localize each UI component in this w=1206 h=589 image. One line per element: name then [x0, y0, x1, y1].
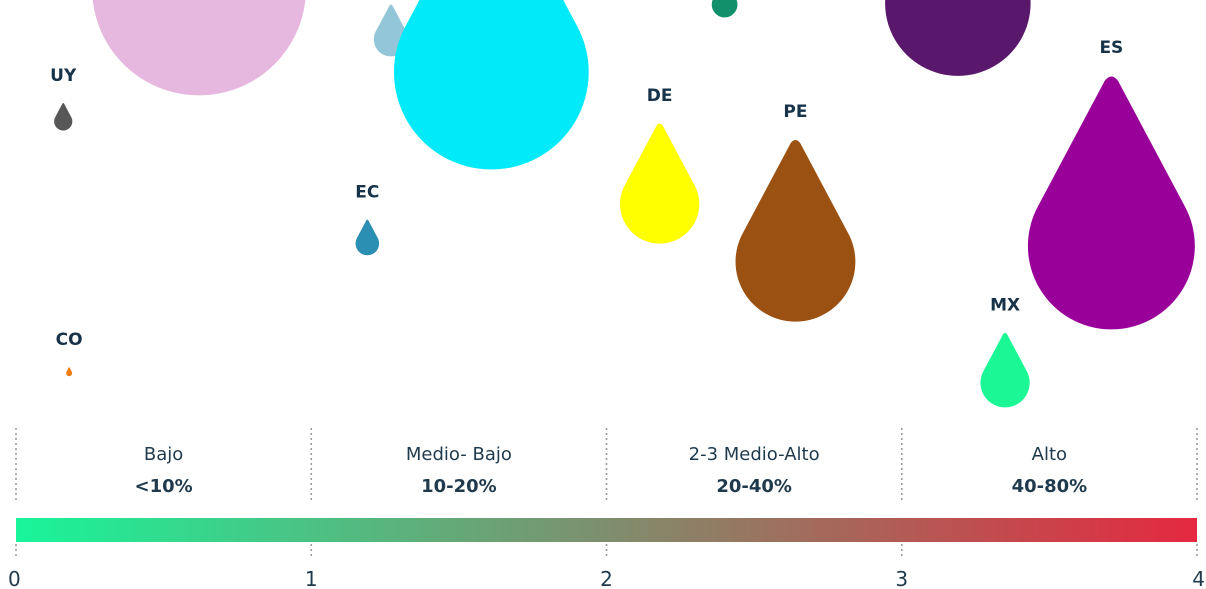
band-range: 10-20% [421, 476, 497, 497]
drop-mx [980, 332, 1030, 408]
tick-label: 1 [305, 567, 318, 589]
band-range: 20-40% [716, 476, 792, 497]
tick-label: 2 [600, 567, 613, 589]
band-name: 2-3 Medio-Alto [689, 444, 820, 465]
drops-layer: BRUYCOU.KECARVEDEPECHMXES [50, 0, 1195, 408]
band-range: <10% [135, 476, 193, 497]
drop-ar [393, 0, 589, 170]
drop-ec [355, 219, 380, 256]
tick-label: 0 [8, 567, 21, 589]
drop-label-de: DE [647, 86, 673, 106]
drop-label-ec: EC [355, 182, 379, 202]
drop-uy [54, 102, 73, 131]
drop-ve [711, 0, 738, 18]
scale-axis: 0 1 2 3 4 Bajo <10% Medio- Bajo 10-20% 2-3 Medio-… [8, 428, 1205, 589]
drop-co [66, 367, 73, 377]
drop-label-pe: PE [783, 102, 807, 122]
drop-label-es: ES [1099, 38, 1123, 58]
band-name: Bajo [144, 444, 183, 465]
tick-label: 4 [1192, 567, 1205, 589]
drop-label-mx: MX [990, 295, 1020, 315]
drop-label-uy: UY [50, 66, 77, 86]
drop-de [620, 123, 700, 244]
band-name: Alto [1032, 444, 1067, 465]
gradient-scale-bar [16, 518, 1197, 542]
band-name: Medio- Bajo [406, 444, 512, 465]
drop-es [1027, 76, 1195, 330]
tick-label: 3 [895, 567, 908, 589]
drop-pe [735, 140, 856, 322]
band-range: 40-80% [1012, 476, 1088, 497]
drop-br [92, 0, 306, 96]
drop-ch [885, 0, 1031, 76]
drop-label-co: CO [56, 330, 83, 350]
